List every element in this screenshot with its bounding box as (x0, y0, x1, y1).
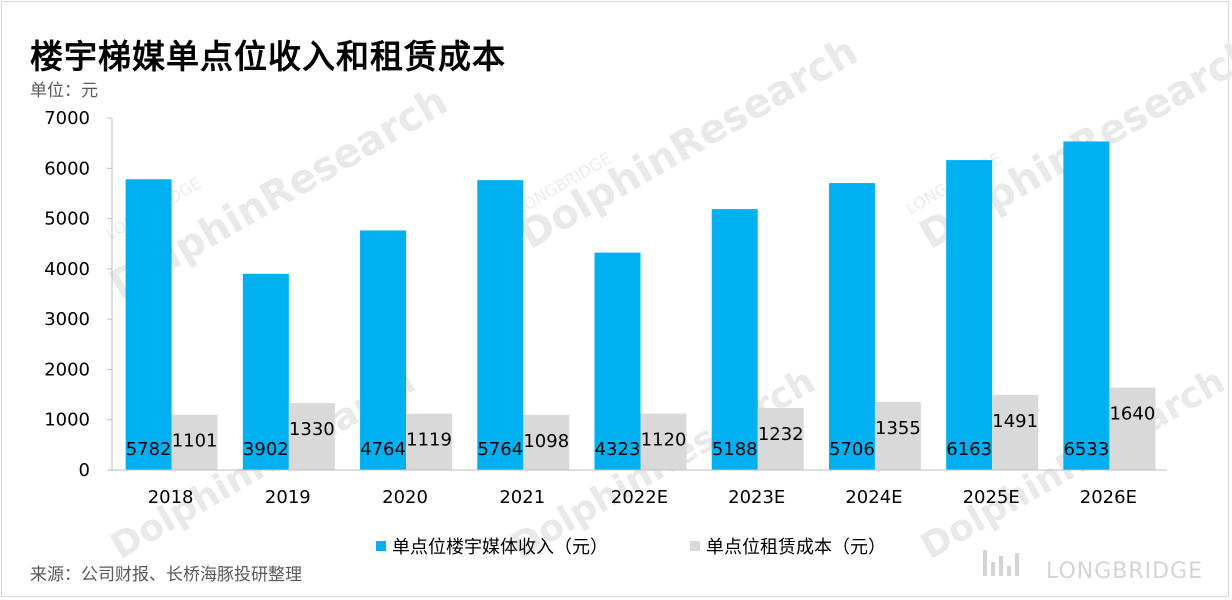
y-tick-label: 3000 (44, 309, 90, 330)
bar-cost (992, 395, 1039, 470)
legend-label-cost: 单点位租赁成本（元） (706, 537, 886, 558)
bar-cost (171, 414, 218, 470)
data-label-cost: 1491 (992, 411, 1038, 432)
data-label-cost: 1330 (289, 419, 335, 440)
data-label-revenue: 4764 (360, 439, 406, 460)
data-label-revenue: 5782 (126, 439, 172, 460)
data-label-revenue: 5188 (712, 439, 758, 460)
bar-revenue (828, 183, 875, 471)
watermark-2: DolphinResearch (512, 28, 865, 259)
data-label-cost: 1101 (172, 431, 218, 452)
bar-revenue (360, 230, 407, 470)
bar-cost (874, 401, 921, 470)
bar-cost (406, 413, 453, 470)
legend-swatch-revenue (376, 541, 386, 551)
data-label-revenue: 6163 (946, 439, 992, 460)
x-tick-label: 2020 (382, 487, 428, 508)
data-label-revenue: 4323 (595, 439, 641, 460)
bar-cost (288, 403, 335, 470)
bar-cost (757, 408, 804, 470)
x-tick-label: 2018 (148, 487, 194, 508)
bar-revenue (125, 179, 172, 471)
x-tick-label: 2019 (265, 487, 311, 508)
data-label-revenue: 5764 (477, 439, 523, 460)
data-label-cost: 1120 (641, 430, 687, 451)
x-tick-label: 2024E (845, 487, 902, 508)
unit-label: 单位：元 (30, 81, 98, 101)
source-note: 来源：公司财报、长桥海豚投研整理 (30, 565, 302, 585)
data-label-cost: 1232 (758, 424, 804, 445)
y-tick-label: 2000 (44, 359, 90, 380)
y-tick-label: 4000 (44, 259, 90, 280)
bar-cost (640, 413, 687, 470)
bar-revenue (477, 180, 524, 470)
x-tick-label: 2026E (1080, 487, 1137, 508)
x-tick-label: 2025E (963, 487, 1020, 508)
bar-revenue (946, 160, 993, 470)
data-label-cost: 1355 (875, 418, 921, 439)
data-label-cost: 1098 (523, 431, 569, 452)
data-label-cost: 1640 (1109, 404, 1155, 425)
y-tick-label: 7000 (44, 108, 90, 129)
bar-revenue (1063, 141, 1110, 470)
data-label-revenue: 5706 (829, 439, 875, 460)
plot-area: 0 1000 2000 3000 4000 5000 6000 7000 5782 1101 201… (44, 108, 1167, 508)
legend-label-revenue: 单点位楼宇媒体收入（元） (392, 537, 608, 558)
data-label-cost: 1119 (406, 430, 452, 451)
bar-revenue (594, 252, 641, 470)
data-label-revenue: 6533 (1063, 439, 1109, 460)
x-tick-label: 2022E (611, 487, 668, 508)
data-label-revenue: 3902 (243, 439, 289, 460)
chart-title: 楼宇梯媒单点位收入和租赁成本 (30, 37, 506, 76)
bar-cost (523, 414, 570, 470)
bar-cost (1109, 387, 1156, 470)
brand-logo-text: LONGBRIDGE (1046, 559, 1203, 584)
y-tick-label: 6000 (44, 158, 90, 179)
legend-swatch-cost (690, 541, 700, 551)
brand-logo: LONGBRIDGE (983, 550, 1203, 584)
bar-revenue (711, 209, 758, 470)
y-tick-label: 5000 (44, 209, 90, 230)
legend: 单点位楼宇媒体收入（元） 单点位租赁成本（元） (376, 537, 886, 558)
bar-revenue (242, 273, 289, 470)
y-tick-label: 1000 (44, 410, 90, 431)
y-tick-label: 0 (79, 460, 90, 481)
x-tick-label: 2023E (728, 487, 785, 508)
x-tick-label: 2021 (499, 487, 545, 508)
